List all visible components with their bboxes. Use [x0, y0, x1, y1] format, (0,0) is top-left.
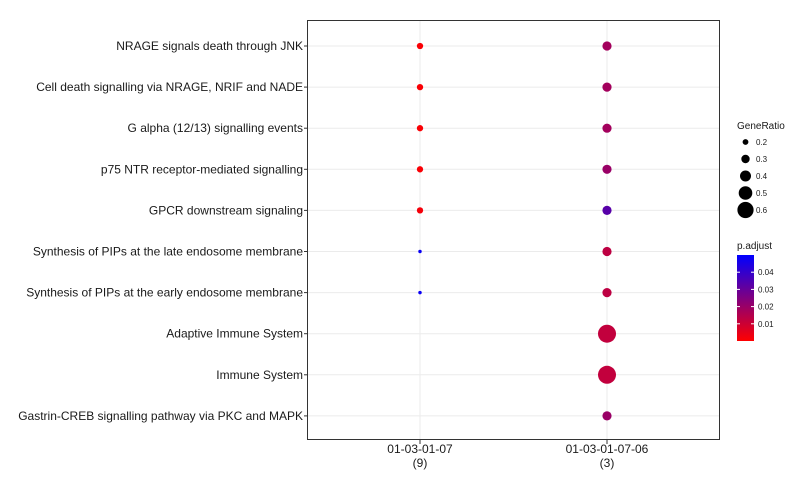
- data-point: [602, 164, 612, 174]
- legend-size-key: [737, 201, 754, 219]
- data-point: [602, 123, 612, 133]
- data-point: [416, 125, 424, 132]
- data-point: [416, 166, 424, 173]
- y-tick-label: GPCR downstream signaling: [149, 203, 303, 217]
- legend-size-label: 0.5: [756, 189, 768, 198]
- y-tick-label: Synthesis of PIPs at the early endosome …: [26, 286, 303, 300]
- data-point: [418, 290, 422, 295]
- legend-size-label: 0.6: [756, 206, 768, 215]
- legend-color-label: 0.03: [758, 285, 774, 294]
- x-axis-labels: 01-03-01-07(9) 01-03-01-07-06(3): [387, 440, 649, 470]
- data-point: [416, 207, 424, 214]
- data-point: [418, 249, 422, 254]
- legend-size-label: 0.4: [756, 172, 768, 181]
- legend-size-key: [741, 154, 750, 164]
- y-tick-label: Synthesis of PIPs at the late endosome m…: [33, 245, 303, 259]
- legend-color-title: p.adjust: [737, 241, 772, 252]
- data-point: [416, 83, 424, 91]
- x-tick-count-label: (3): [600, 456, 615, 470]
- grid-lines: [308, 20, 720, 440]
- data-point: [602, 288, 612, 298]
- plot-panel-border: [307, 20, 720, 440]
- data-point: [416, 42, 424, 50]
- x-tick-label: 01-03-01-07-06: [566, 442, 649, 456]
- y-tick-label: Gastrin-CREB signalling pathway via PKC …: [18, 409, 303, 423]
- legend-size-label: 0.3: [756, 155, 768, 164]
- legend-size-title: GeneRatio: [737, 121, 785, 132]
- data-point: [602, 82, 612, 92]
- data-point: [602, 205, 612, 215]
- y-tick-label: G alpha (12/13) signalling events: [128, 121, 303, 135]
- y-axis-labels: NRAGE signals death through JNK Cell deat…: [18, 39, 308, 423]
- legends: GeneRatio 0.2 0.3 0.4 0.5 0.6 p.adjust 0.01 0.02…: [737, 121, 785, 341]
- data-point: [597, 324, 617, 343]
- data-point: [602, 246, 612, 257]
- x-tick-count-label: (9): [413, 456, 428, 470]
- legend-size-key: [738, 186, 753, 200]
- data-point: [602, 41, 612, 51]
- y-tick-label: p75 NTR receptor-mediated signalling: [101, 162, 303, 176]
- data-points: [416, 41, 617, 421]
- y-tick-label: Immune System: [216, 368, 303, 382]
- legend-color-bar: [737, 255, 754, 341]
- y-tick-label: Cell death signalling via NRAGE, NRIF an…: [36, 80, 303, 94]
- y-tick-label: NRAGE signals death through JNK: [116, 39, 303, 53]
- legend-size-key: [742, 139, 749, 145]
- legend-size-key: [740, 170, 751, 182]
- legend-size-label: 0.2: [756, 138, 768, 147]
- legend-color-label: 0.02: [758, 303, 774, 312]
- legend-color-label: 0.04: [758, 268, 774, 277]
- x-tick-label: 01-03-01-07: [387, 442, 453, 456]
- data-point: [602, 411, 612, 421]
- y-tick-label: Adaptive Immune System: [166, 327, 303, 341]
- data-point: [597, 365, 617, 384]
- legend-color-label: 0.01: [758, 320, 774, 329]
